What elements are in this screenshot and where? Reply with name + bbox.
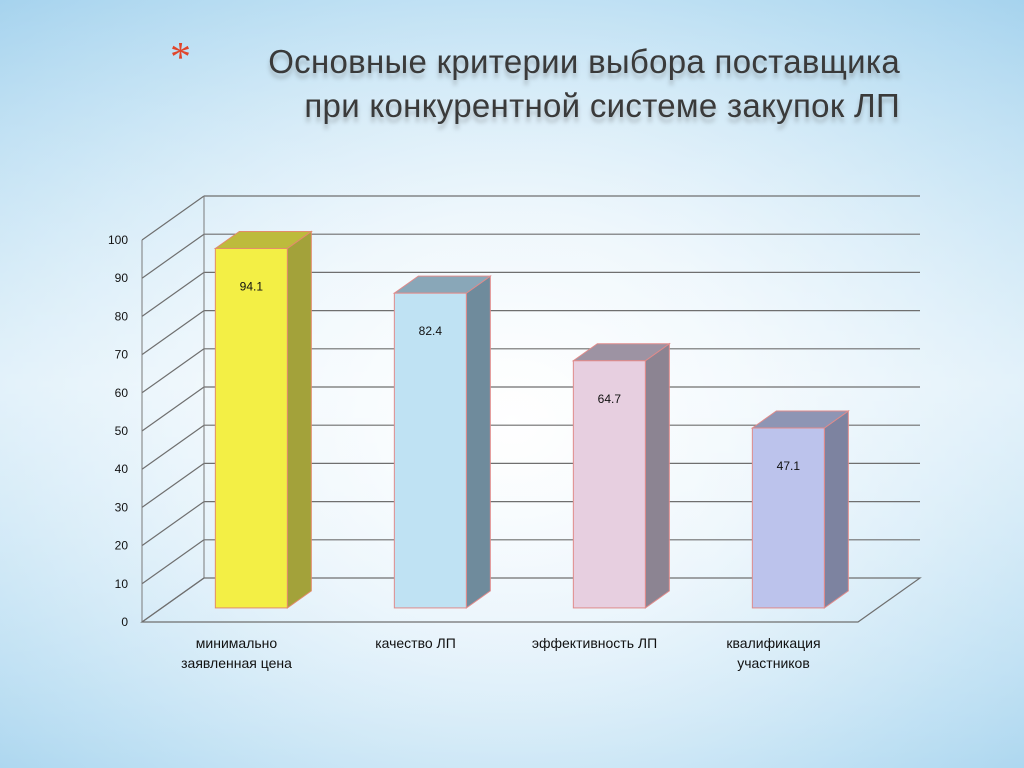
left-wall-gridline-2 — [141, 501, 205, 547]
y-tick-label-4: 40 — [115, 462, 129, 476]
bar-side-1 — [465, 275, 491, 609]
y-tick-label-8: 80 — [115, 309, 129, 323]
category-label-0: минимально заявленная цена — [181, 635, 292, 671]
y-tick-label-1: 10 — [115, 577, 129, 591]
bar-0 — [214, 247, 288, 609]
slide-title: Основные критерии выбора поставщика при … — [180, 40, 900, 128]
bar-1 — [393, 292, 467, 609]
category-label-0-line-1: заявленная цена — [181, 655, 292, 671]
data-label-2: 64.7 — [598, 392, 622, 406]
left-wall-gridline-3 — [141, 462, 205, 508]
category-label-1-line-0: качество ЛП — [375, 635, 456, 651]
category-label-1: качество ЛП — [375, 635, 456, 651]
bar-side-0 — [286, 230, 312, 609]
left-wall-gridline-4 — [141, 424, 205, 470]
category-label-3-line-1: участников — [737, 655, 810, 671]
left-wall-gridline-10 — [141, 195, 205, 241]
y-tick-label-10: 100 — [108, 233, 128, 247]
left-wall-gridline-7 — [141, 310, 205, 356]
y-tick-label-6: 60 — [115, 386, 129, 400]
y-tick-label-2: 20 — [115, 539, 129, 553]
data-label-1: 82.4 — [419, 324, 443, 338]
y-tick-label-7: 70 — [115, 348, 129, 362]
y-tick-label-0: 0 — [121, 615, 128, 629]
y-tick-label-3: 30 — [115, 500, 129, 514]
y-tick-label-9: 90 — [115, 271, 129, 285]
slide-title-line-1: Основные критерии выбора поставщика — [268, 43, 900, 80]
category-label-3: квалификация участников — [726, 635, 820, 671]
left-wall-gridline-5 — [141, 386, 205, 432]
chart-floor — [140, 577, 922, 623]
category-label-3-line-0: квалификация — [726, 635, 820, 651]
bar-side-3 — [823, 410, 849, 609]
bar-2 — [572, 360, 646, 609]
y-tick-label-5: 50 — [115, 424, 129, 438]
category-label-2-line-0: эффективность ЛП — [532, 635, 657, 651]
left-wall-gridline-8 — [141, 271, 205, 317]
data-label-3: 47.1 — [777, 459, 801, 473]
data-label-0: 94.1 — [240, 279, 264, 293]
left-wall-gridline-9 — [141, 233, 205, 279]
category-label-0-line-0: минимально — [196, 635, 278, 651]
bar-side-2 — [644, 342, 670, 609]
bar-3 — [751, 427, 825, 609]
left-wall-gridline-6 — [141, 348, 205, 394]
title-bullet: * — [170, 35, 191, 81]
slide-title-line-2: при конкурентной системе закупок ЛП — [304, 87, 900, 124]
left-wall-gridline-1 — [141, 539, 205, 585]
category-label-2: эффективность ЛП — [532, 635, 657, 651]
